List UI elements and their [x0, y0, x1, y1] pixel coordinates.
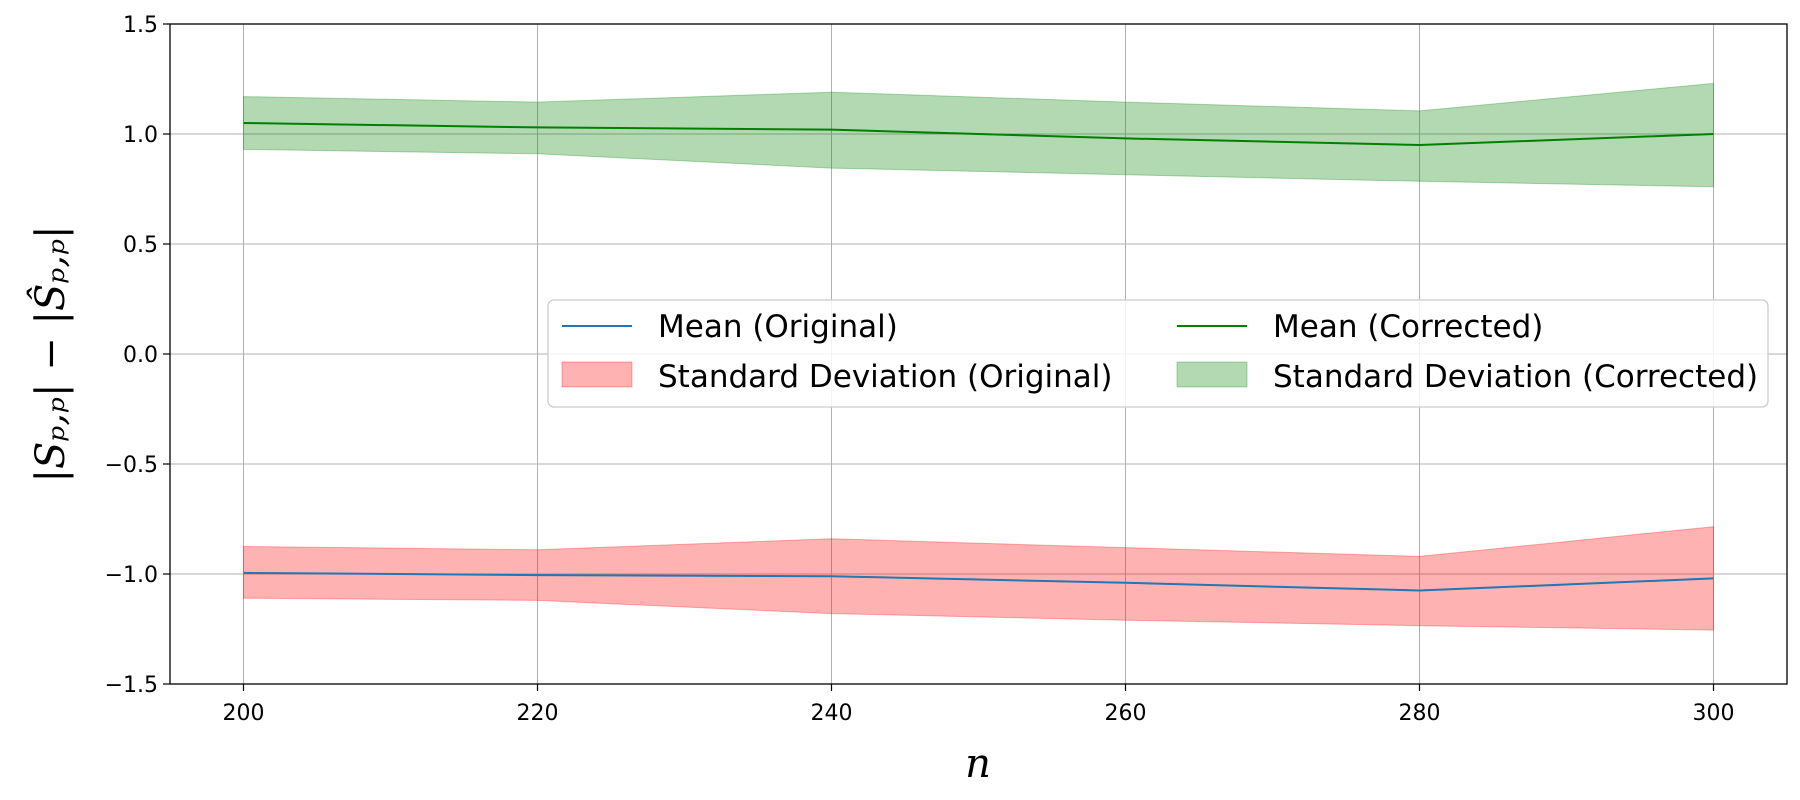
- legend-swatch-sd-original: [561, 361, 633, 388]
- mean-line-original: [243, 571, 1714, 592]
- y-ticks: 1.5 1.0 0.5 0.0 −0.5 −1.0 −1.5: [105, 13, 170, 698]
- y-tick-label: 1.0: [123, 123, 158, 148]
- x-tick-label: 240: [811, 701, 853, 726]
- legend-label-sd-original: Standard Deviation (Original): [658, 359, 1113, 395]
- x-ticks: 200 220 240 260 280 300: [223, 684, 1735, 726]
- y-tick-label: 1.5: [123, 13, 158, 38]
- y-tick-label: 0.5: [123, 233, 158, 258]
- y-tick-label: −1.5: [105, 673, 158, 698]
- legend-label-sd-corrected: Standard Deviation (Corrected): [1273, 359, 1758, 395]
- x-tick-label: 300: [1693, 701, 1735, 726]
- x-tick-label: 200: [223, 701, 265, 726]
- y-tick-label: 0.0: [123, 343, 158, 368]
- legend-box: [547, 299, 1769, 408]
- legend-swatch-sd-corrected: [1176, 361, 1248, 388]
- y-tick-label: −0.5: [105, 453, 158, 478]
- x-tick-label: 280: [1399, 701, 1441, 726]
- legend: Mean (Original) Standard Deviation (Orig…: [547, 299, 1769, 408]
- x-axis-label: n: [965, 741, 991, 787]
- std-band-corrected: [243, 82, 1714, 188]
- x-tick-label: 260: [1105, 701, 1147, 726]
- y-tick-label: −1.0: [105, 563, 158, 588]
- x-tick-label: 220: [517, 701, 559, 726]
- legend-label-mean-corrected: Mean (Corrected): [1273, 309, 1543, 345]
- mean-lines: [243, 122, 1714, 592]
- y-axis-label: |Sₚ,ₚ| − |Ŝₚ,ₚ|: [27, 225, 74, 482]
- mean-line-corrected: [243, 122, 1714, 147]
- std-bands: [243, 82, 1714, 631]
- std-band-original: [243, 526, 1714, 631]
- legend-label-mean-original: Mean (Original): [658, 309, 898, 345]
